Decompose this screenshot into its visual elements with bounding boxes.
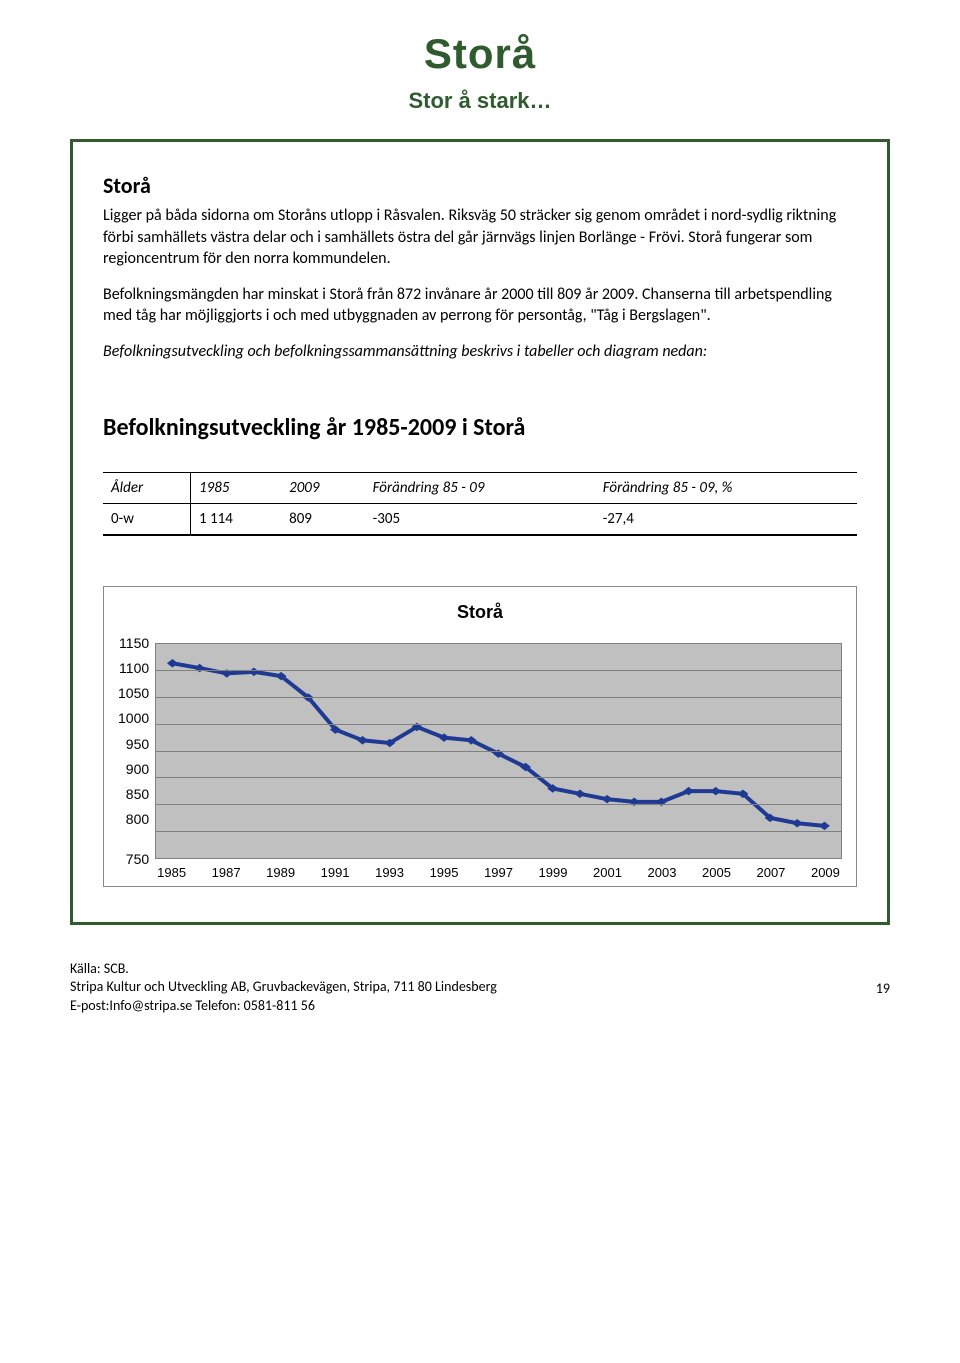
x-tick-label: 1997 bbox=[484, 865, 513, 880]
main-title: Storå bbox=[70, 30, 890, 78]
cell-2009: 809 bbox=[281, 503, 365, 535]
cell-alder: 0-w bbox=[103, 503, 191, 535]
gridline bbox=[156, 751, 841, 752]
paragraph-3: Befolkningsutveckling och befolkningssam… bbox=[103, 341, 857, 363]
chart-marker bbox=[710, 786, 721, 795]
x-axis: 1985 1987 1989 1991 1993 1995 1997 1999 2001 2003… bbox=[155, 865, 842, 880]
section-heading: Storå bbox=[103, 172, 857, 199]
subtitle: Stor å stark… bbox=[70, 88, 890, 114]
x-tick-label: 2009 bbox=[811, 865, 840, 880]
x-tick-label: 1989 bbox=[266, 865, 295, 880]
y-tick-label: 800 bbox=[126, 812, 149, 826]
gridline bbox=[156, 724, 841, 725]
x-tick-label: 2005 bbox=[702, 865, 731, 880]
gridline bbox=[156, 804, 841, 805]
content-box: Storå Ligger på båda sidorna om Storåns … bbox=[70, 139, 890, 925]
footer-line1: Stripa Kultur och Utveckling AB, Gruvbac… bbox=[70, 978, 890, 997]
y-tick-label: 1050 bbox=[118, 686, 149, 700]
page: Storå Stor å stark… Storå Ligger på båda… bbox=[0, 0, 960, 1046]
footer-line2: E-post:Info@stripa.se Telefon: 0581-811 … bbox=[70, 997, 890, 1016]
col-2009: 2009 bbox=[281, 472, 365, 503]
gridline bbox=[156, 697, 841, 698]
cell-change-pct: -27,4 bbox=[595, 503, 857, 535]
y-axis: 1150110010501000950900850800750 bbox=[118, 643, 155, 859]
y-tick-label: 900 bbox=[126, 762, 149, 776]
col-change-pct: Förändring 85 - 09, % bbox=[595, 472, 857, 503]
x-tick-label: 2001 bbox=[593, 865, 622, 880]
plot-area bbox=[155, 643, 842, 859]
y-tick-label: 1100 bbox=[119, 661, 149, 675]
x-tick-label: 1991 bbox=[321, 865, 350, 880]
chart-title: Storå bbox=[118, 602, 842, 623]
cell-1985: 1 114 bbox=[191, 503, 282, 535]
y-tick-label: 850 bbox=[126, 787, 149, 801]
y-tick-label: 1000 bbox=[118, 711, 149, 725]
chart-marker bbox=[602, 794, 613, 803]
y-tick-label: 1150 bbox=[119, 636, 149, 650]
x-tick-label: 1999 bbox=[539, 865, 568, 880]
y-tick-label: 950 bbox=[126, 737, 149, 751]
x-tick-label: 1993 bbox=[375, 865, 404, 880]
paragraph-2: Befolkningsmängden har minskat i Storå f… bbox=[103, 284, 857, 327]
x-tick-label: 2007 bbox=[756, 865, 785, 880]
gridline bbox=[156, 831, 841, 832]
chart-marker bbox=[792, 819, 803, 828]
gridline bbox=[156, 777, 841, 778]
x-tick-label: 1985 bbox=[157, 865, 186, 880]
chart-marker bbox=[167, 659, 178, 668]
chart-marker bbox=[575, 789, 586, 798]
plot-wrapper: 1985 1987 1989 1991 1993 1995 1997 1999 2001 2003… bbox=[155, 643, 842, 880]
chart-container: Storå 1150 1100 1050 1000 950 900 850 800 750 19… bbox=[103, 586, 857, 887]
table-row: 0-w 1 114 809 -305 -27,4 bbox=[103, 503, 857, 535]
y-tick-label: 750 bbox=[126, 852, 149, 866]
chart-line bbox=[173, 663, 825, 826]
chart-marker bbox=[249, 667, 260, 676]
footer-source: Källa: SCB. bbox=[70, 960, 890, 979]
chart-marker bbox=[819, 821, 830, 830]
x-tick-label: 2003 bbox=[648, 865, 677, 880]
x-tick-label: 1995 bbox=[430, 865, 459, 880]
gridline bbox=[156, 670, 841, 671]
table-header-row: Ålder 1985 2009 Förändring 85 - 09 Förän… bbox=[103, 472, 857, 503]
chart-section-heading: Befolkningsutveckling år 1985-2009 i Sto… bbox=[103, 413, 857, 442]
data-table: Ålder 1985 2009 Förändring 85 - 09 Förän… bbox=[103, 472, 857, 536]
page-number: 19 bbox=[876, 980, 890, 999]
col-1985: 1985 bbox=[191, 472, 282, 503]
header: Storå Stor å stark… bbox=[70, 30, 890, 114]
x-tick-label: 1987 bbox=[212, 865, 241, 880]
chart-body: 1150110010501000950900850800750 19851987… bbox=[118, 643, 842, 880]
footer: Källa: SCB. 19 Stripa Kultur och Utveckl… bbox=[70, 960, 890, 1017]
cell-change: -305 bbox=[365, 503, 595, 535]
paragraph-1: Ligger på båda sidorna om Storåns utlopp… bbox=[103, 205, 857, 270]
col-alder: Ålder bbox=[103, 472, 191, 503]
col-change: Förändring 85 - 09 bbox=[365, 472, 595, 503]
